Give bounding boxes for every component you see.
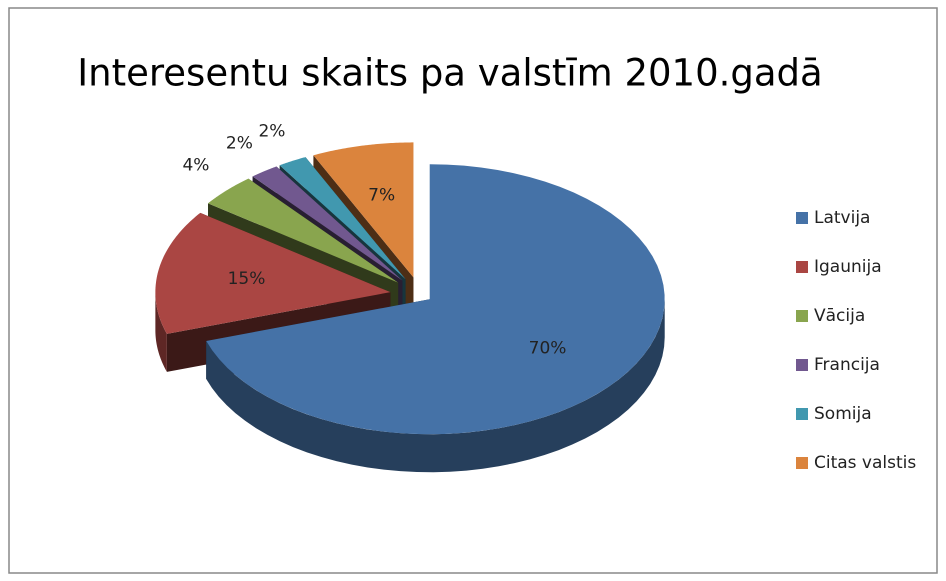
legend-label: Francija (814, 355, 880, 375)
legend-swatch (796, 261, 808, 273)
legend-swatch (796, 212, 808, 224)
data-label: 15% (228, 269, 266, 289)
slice-top (155, 212, 391, 334)
slice-top (252, 166, 403, 281)
data-label: 70% (529, 338, 567, 358)
pie-slice: 70% (206, 164, 665, 473)
data-label: 4% (182, 156, 209, 176)
slice-side (155, 292, 167, 372)
legend-label: Somija (814, 404, 872, 424)
slice-top (279, 157, 406, 280)
legend-label: Igaunija (814, 257, 882, 277)
legend-swatch (796, 359, 808, 371)
legend-swatch (796, 457, 808, 469)
legend-label: Latvija (814, 208, 870, 228)
slice-side (206, 299, 665, 473)
pie: 7% 2%2% 4% 15% 70% (155, 122, 665, 473)
legend: Latvija Igaunija Vācija Francija Somija Citas… (796, 208, 916, 473)
data-label: 2% (258, 122, 285, 142)
legend-label: Vācija (814, 306, 865, 326)
legend-swatch (796, 408, 808, 420)
slice-top (313, 142, 414, 278)
data-label: 2% (226, 134, 253, 154)
slice-top (208, 178, 399, 283)
chart-title: Interesentu skaits pa valstīm 2010.gadā (77, 52, 822, 95)
legend-swatch (796, 310, 808, 322)
slice-top (206, 164, 665, 435)
legend-label: Citas valstis (814, 453, 916, 473)
data-label: 7% (368, 186, 395, 206)
